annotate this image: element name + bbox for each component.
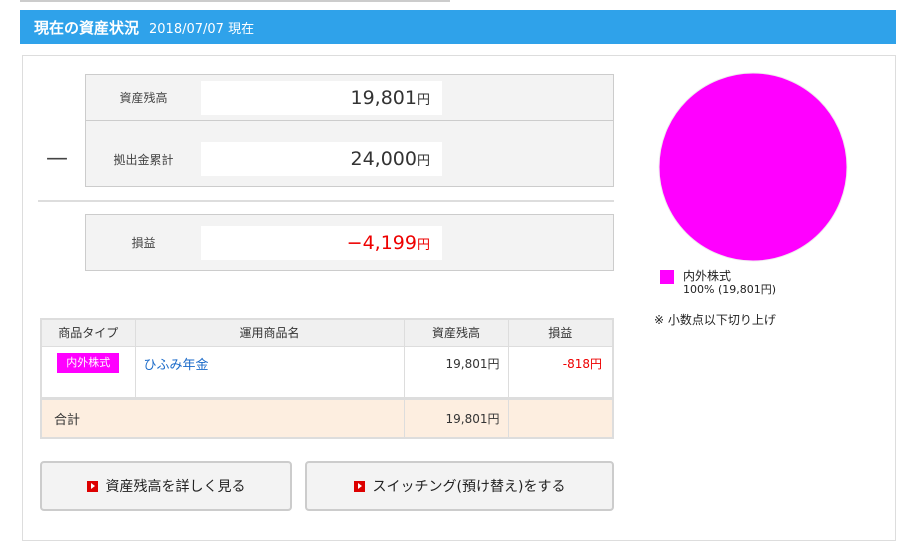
table-row: 内外株式 ひふみ年金 19,801円 -818円 [40, 345, 614, 399]
type-badge: 内外株式 [57, 352, 120, 373]
col-balance: 資産残高 [403, 318, 509, 347]
total-row: 合計 19,801円 [40, 397, 614, 439]
total-label: 合計 [40, 397, 405, 439]
view-balance-detail-button[interactable]: 資産残高を詳しく見る [40, 461, 292, 511]
pl-box: 損益 −4,199円 [85, 214, 614, 271]
as-of-date: 2018/07/07 現在 [149, 21, 255, 37]
balance-label: 資産残高 [119, 91, 168, 105]
total-balance: 19,801円 [403, 397, 509, 439]
section-title: 現在の資産状況 [34, 18, 140, 37]
play-icon [353, 480, 365, 492]
col-pl: 損益 [507, 318, 614, 347]
switching-button[interactable]: スイッチング(預け替え)をする [305, 461, 614, 511]
section-header: 現在の資産状況 2018/07/07 現在 [20, 10, 896, 44]
col-type: 商品タイプ [40, 318, 136, 347]
row-balance: 19,801円 [403, 345, 509, 399]
asset-panel [22, 55, 896, 541]
balance-value: 19,801円 [201, 80, 442, 115]
row-pl: -818円 [507, 345, 614, 399]
top-divider [20, 0, 450, 2]
legend-entry: 内外株式 100% (19,801円) [683, 269, 777, 297]
legend-swatch [660, 270, 674, 284]
minus-sign: — [46, 146, 68, 171]
pl-value: −4,199円 [201, 225, 442, 260]
holdings-table: 商品タイプ 運用商品名 資産残高 損益 内外株式 ひふみ年金 19,801円 -… [40, 318, 614, 439]
summary-box: 資産残高 19,801円 拠出金累計 24,000円 [85, 74, 614, 187]
col-name: 運用商品名 [134, 318, 405, 347]
rounding-note: ※ 小数点以下切り上げ [654, 313, 776, 327]
contribution-value: 24,000円 [201, 142, 442, 176]
play-icon [86, 480, 98, 492]
pie-chart [658, 72, 848, 262]
divider [38, 200, 614, 202]
fund-link[interactable]: ひふみ年金 [143, 357, 209, 373]
pie-slice-domestic-foreign-stocks [658, 72, 848, 262]
contribution-label: 拠出金累計 [113, 152, 174, 167]
pl-label: 損益 [131, 236, 156, 250]
